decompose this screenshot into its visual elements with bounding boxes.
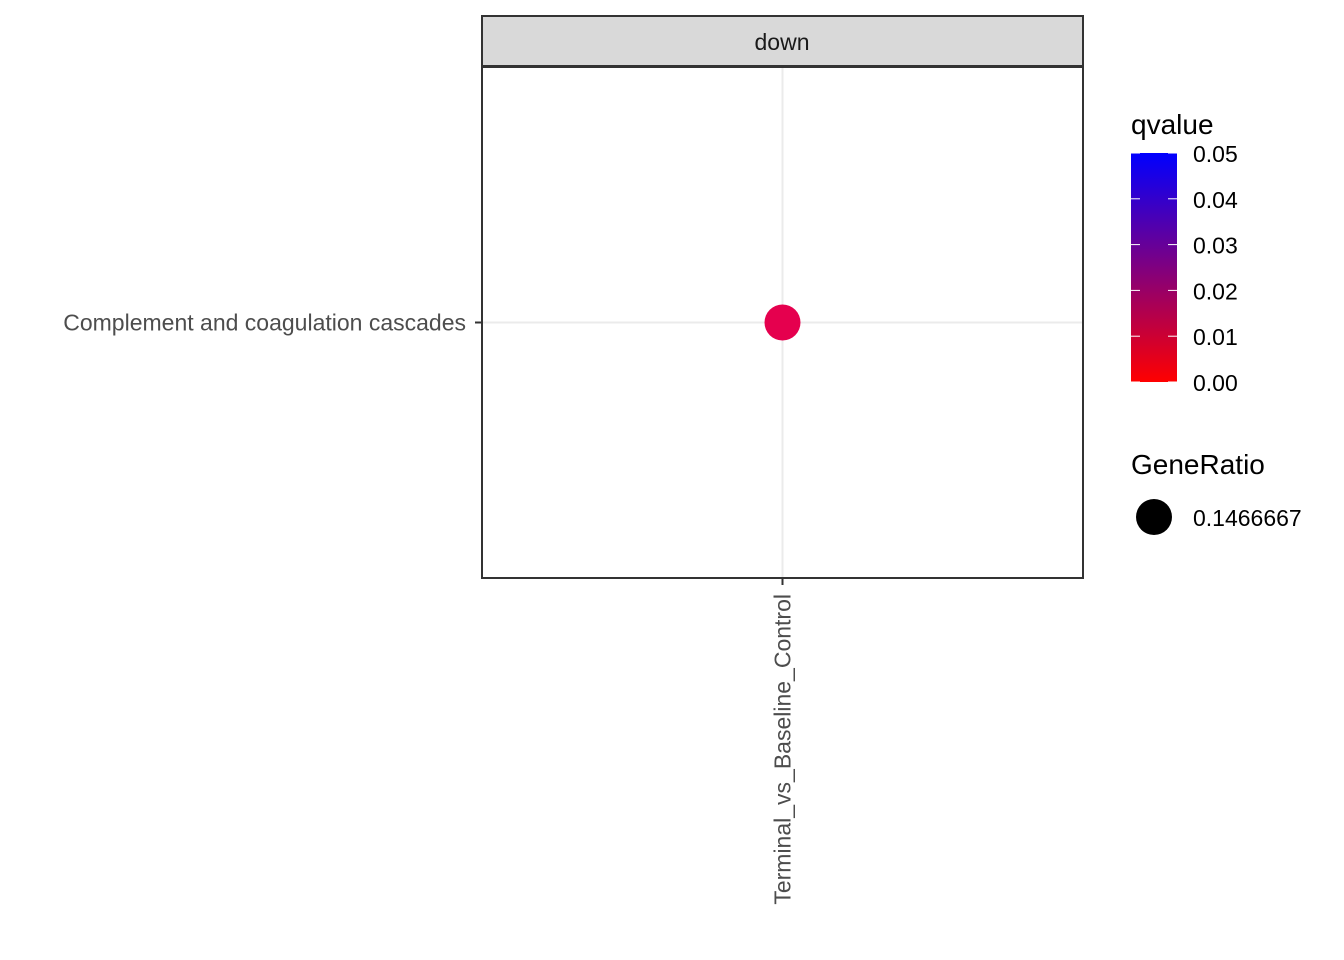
color-legend-tick-label: 0.00 — [1193, 370, 1238, 396]
y-axis: Complement and coagulation cascades — [63, 310, 482, 336]
color-legend-ticks: 0.05 0.04 0.03 0.02 0.01 0.00 — [1131, 141, 1238, 396]
size-legend-label: 0.1466667 — [1193, 505, 1302, 531]
color-legend-bar — [1131, 153, 1177, 382]
facet-strip — [481, 15, 1084, 67]
facet-label: down — [755, 29, 810, 55]
y-tick-label: Complement and coagulation cascades — [63, 310, 466, 336]
size-legend-key — [1136, 499, 1172, 535]
color-legend-tick-label: 0.05 — [1193, 141, 1238, 167]
color-legend-tick-label: 0.02 — [1193, 278, 1238, 304]
color-legend-tick-label: 0.04 — [1193, 187, 1238, 213]
size-legend-entries: 0.1466667 — [1136, 499, 1302, 535]
data-point — [764, 304, 801, 341]
x-tick-label: Terminal_vs_Baseline_Control — [770, 594, 796, 905]
size-legend-title: GeneRatio — [1131, 449, 1265, 480]
color-legend-title: qvalue — [1131, 109, 1214, 140]
x-axis: Terminal_vs_Baseline_Control — [770, 578, 796, 905]
color-legend-tick-label: 0.01 — [1193, 324, 1238, 350]
color-legend-tick-label: 0.03 — [1193, 233, 1238, 259]
data-points — [764, 304, 801, 341]
